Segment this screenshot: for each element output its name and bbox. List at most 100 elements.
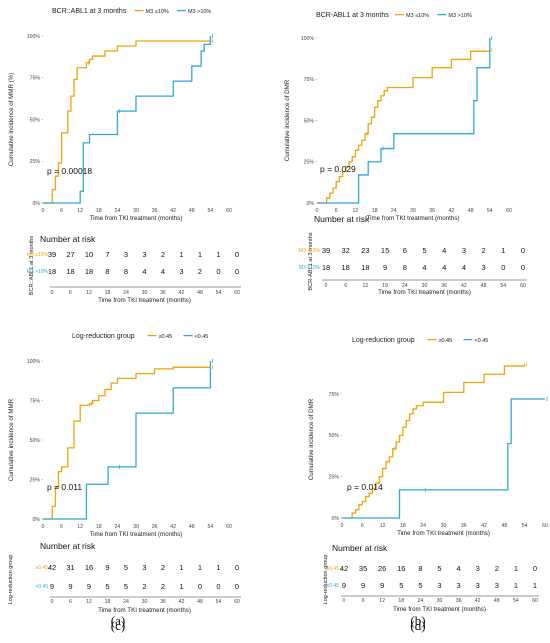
y-tick-label: 50% — [304, 118, 315, 124]
risk-x-tick-label: 12 — [363, 283, 369, 289]
risk-count: 9 — [383, 263, 387, 272]
x-tick-label: 18 — [372, 208, 378, 214]
x-tick-label: 6 — [335, 208, 338, 214]
x-tick-label: 30 — [133, 208, 139, 214]
legend-label-2: M3 >10% — [188, 9, 211, 15]
x-tick-label: 12 — [353, 208, 359, 214]
x-tick-label: 54 — [522, 523, 528, 529]
risk-count: 0 — [521, 263, 525, 272]
risk-count: 39 — [322, 246, 330, 255]
risk-row-label-2: <0.45 — [326, 583, 339, 589]
risk-count: 0 — [533, 564, 537, 573]
risk-count: 5 — [437, 564, 441, 573]
risk-count: 4 — [457, 564, 461, 573]
y-tick-label: 50% — [30, 438, 41, 444]
risk-x-tick-label: 54 — [216, 599, 222, 605]
x-axis-label: Time from TKI treatment (months) — [90, 531, 183, 538]
x-tick-label: 24 — [391, 208, 397, 214]
x-tick-label: 6 — [60, 524, 63, 530]
risk-count: 1 — [514, 581, 518, 590]
risk-count: 7 — [105, 250, 109, 259]
x-tick-label: 42 — [170, 524, 176, 530]
risk-count: 9 — [50, 582, 54, 591]
risk-count: 4 — [442, 246, 446, 255]
legend-label-2: M3 >10% — [448, 13, 471, 19]
risk-x-tick-label: 54 — [500, 283, 506, 289]
y-axis-label: Cumulative incidence of MMR — [8, 398, 15, 481]
panel-caption: (a) — [111, 613, 125, 628]
risk-count: 0 — [216, 582, 220, 591]
risk-count: 8 — [124, 267, 128, 276]
risk-count: 2 — [161, 563, 165, 572]
x-tick-label: 48 — [189, 524, 195, 530]
legend-title: Log-reduction group — [72, 333, 135, 340]
x-tick-label: 54 — [208, 208, 214, 214]
x-tick-label: 18 — [96, 524, 102, 530]
risk-row-label-1: ≥0.45 — [327, 566, 340, 572]
km-curve-2 — [342, 398, 545, 519]
legend-label-2: <0.45 — [194, 334, 208, 340]
risk-row-label-1: M3 ≤10% — [27, 252, 49, 258]
risk-x-tick-label: 54 — [216, 290, 222, 296]
x-tick-label: 12 — [380, 523, 386, 529]
p-value: p = 0.014 — [347, 482, 383, 492]
risk-count: 3 — [476, 581, 480, 590]
risk-count: 9 — [105, 563, 109, 572]
risk-count: 1 — [514, 564, 518, 573]
risk-x-tick-label: 0 — [51, 290, 54, 296]
risk-count: 2 — [142, 582, 146, 591]
risk-x-tick-label: 30 — [422, 283, 428, 289]
risk-x-tick-label: 36 — [441, 283, 447, 289]
x-tick-label: 18 — [96, 208, 102, 214]
p-value: p = 0.029 — [320, 164, 356, 174]
risk-count: 16 — [397, 564, 405, 573]
risk-count: 18 — [66, 267, 74, 276]
y-tick-label: 0% — [33, 201, 41, 207]
risk-count: 0 — [501, 263, 505, 272]
risk-count: 3 — [495, 581, 499, 590]
legend-title: BCR::ABL1 at 3 months — [52, 8, 127, 15]
risk-x-axis-label: Time from TKI treatment (months) — [98, 607, 191, 614]
x-tick-label: 0 — [42, 208, 45, 214]
risk-x-tick-label: 18 — [105, 599, 111, 605]
x-tick-label: 6 — [361, 523, 364, 529]
risk-count: 9 — [342, 581, 346, 590]
x-tick-label: 0 — [341, 523, 344, 529]
legend-label-1: M3 ≤10% — [406, 13, 429, 19]
risk-count: 5 — [399, 581, 403, 590]
y-tick-label: 50% — [30, 117, 41, 123]
y-tick-label: 100% — [27, 34, 41, 40]
risk-count: 18 — [342, 263, 350, 272]
risk-count: 1 — [216, 563, 220, 572]
y-tick-label: 75% — [304, 77, 315, 83]
panel-caption: (c) — [111, 618, 125, 633]
y-tick-label: 100% — [301, 36, 315, 42]
x-tick-label: 18 — [400, 523, 406, 529]
risk-x-tick-label: 6 — [69, 290, 72, 296]
x-tick-label: 30 — [410, 208, 416, 214]
risk-count: 2 — [198, 267, 202, 276]
x-tick-label: 60 — [506, 208, 512, 214]
risk-x-tick-label: 60 — [234, 599, 240, 605]
risk-x-tick-label: 30 — [437, 598, 443, 604]
km-curve-2 — [43, 36, 212, 204]
y-tick-label: 75% — [30, 398, 41, 404]
legend-label-2: <0.45 — [474, 338, 488, 344]
panel-caption: (b) — [410, 613, 425, 628]
risk-x-tick-label: 6 — [362, 598, 365, 604]
risk-count: 1 — [198, 250, 202, 259]
x-tick-label: 36 — [429, 208, 435, 214]
km-curve-2 — [43, 361, 212, 520]
y-tick-label: 25% — [329, 474, 340, 480]
risk-x-tick-label: 12 — [86, 599, 92, 605]
km-panel-2: BCR-ABL1 at 3 months M3 ≤10% M3 >10%0%25%5… — [284, 12, 527, 628]
risk-x-tick-label: 42 — [461, 283, 467, 289]
risk-count: 27 — [66, 250, 74, 259]
risk-count: 31 — [66, 563, 74, 572]
risk-row-label-2: M3 >10% — [299, 265, 321, 271]
risk-count: 4 — [142, 267, 146, 276]
risk-x-tick-label: 60 — [234, 290, 240, 296]
risk-count: 18 — [48, 267, 56, 276]
risk-x-tick-label: 36 — [160, 599, 166, 605]
